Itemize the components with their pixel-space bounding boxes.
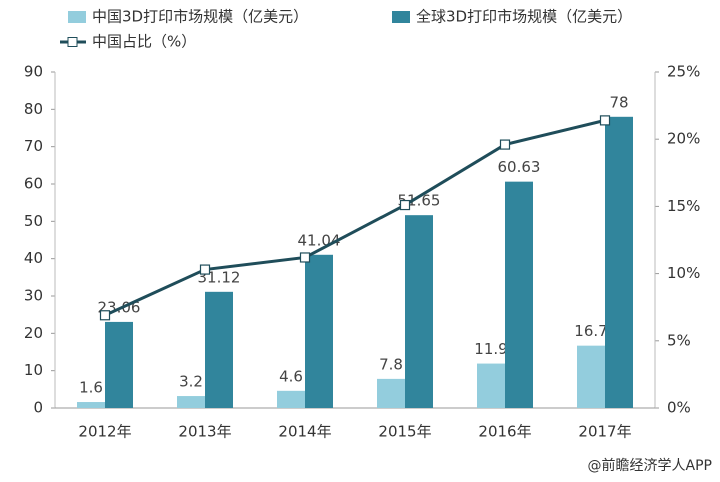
line [104, 118, 606, 317]
value-label: 60.63 [498, 158, 541, 176]
value-label: 1.6 [79, 379, 103, 397]
bar [77, 402, 105, 408]
bar [205, 291, 233, 408]
x-tick-label: 2016年 [478, 423, 531, 441]
bar [177, 396, 205, 408]
value-label: 4.6 [279, 367, 303, 385]
value-label: 41.04 [298, 231, 341, 249]
bar [505, 181, 533, 408]
y2-tick-label: 5% [667, 331, 691, 349]
y-tick-label: 70 [24, 137, 43, 155]
bar [277, 390, 305, 408]
value-label: 11.9 [474, 340, 507, 358]
legend-label: 中国占比（%） [92, 33, 196, 51]
y2-tick-label: 10% [667, 264, 700, 282]
bar [377, 378, 405, 408]
y-tick-label: 50 [24, 212, 43, 230]
y-tick-label: 20 [24, 324, 43, 342]
bar [605, 116, 633, 409]
line-marker [499, 139, 511, 150]
line-marker [199, 264, 211, 275]
x-tick-label: 2012年 [78, 423, 131, 441]
legend-swatch [392, 11, 410, 23]
y-tick-label: 0 [33, 399, 43, 417]
bar [477, 363, 505, 408]
y2-tick-label: 15% [667, 197, 700, 215]
x-tick-label: 2017年 [578, 423, 631, 441]
y2-tick-label: 20% [667, 130, 700, 148]
y2-tick-label: 0% [667, 399, 691, 417]
value-label: 78 [609, 93, 628, 111]
value-label: 16.7 [574, 322, 607, 340]
bar [305, 254, 333, 408]
y-tick-label: 40 [24, 249, 43, 267]
y-tick-label: 60 [24, 175, 43, 193]
bar [405, 215, 433, 408]
x-tick-label: 2015年 [378, 423, 431, 441]
footer: @前瞻经济学人APP [588, 457, 712, 474]
line-marker [299, 252, 311, 263]
y-tick-label: 80 [24, 100, 43, 118]
x-tick-label: 2014年 [278, 423, 331, 441]
line-marker [599, 115, 611, 126]
bar [577, 345, 605, 408]
y-tick-label: 30 [24, 287, 43, 305]
bar [105, 321, 133, 408]
legend-marker [67, 37, 78, 47]
line-marker [399, 199, 411, 211]
y2-tick-label: 25% [667, 63, 700, 81]
legend-swatch [68, 11, 86, 23]
legend-label: 中国3D打印市场规模（亿美元） [92, 8, 308, 26]
line-marker [99, 310, 111, 321]
legend-label: 全球3D打印市场规模（亿美元） [416, 8, 632, 26]
x-tick-label: 2013年 [178, 423, 231, 441]
value-label: 7.8 [379, 355, 403, 373]
value-label: 3.2 [179, 373, 203, 391]
y-tick-label: 10 [24, 361, 43, 379]
y-tick-label: 90 [24, 63, 43, 81]
